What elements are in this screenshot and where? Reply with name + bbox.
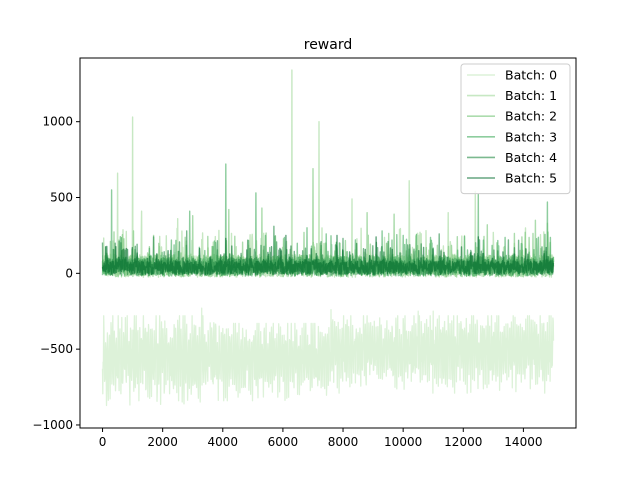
chart-title: reward [304,37,353,53]
x-tick-label: 10000 [384,435,422,449]
x-axis: 0 2000 4000 6000 8000 10000 12000 14000 [99,428,542,449]
legend-label-batch-4: Batch: 4 [505,150,557,165]
y-tick-label: 500 [50,191,73,205]
x-tick-label: 6000 [268,435,299,449]
legend-label-batch-1: Batch: 1 [505,88,557,103]
legend: Batch: 0 Batch: 1 Batch: 2 Batch: 3 Batch: 4… [460,63,571,195]
x-tick-label: 2000 [147,435,178,449]
y-tick-label: −1000 [32,418,73,432]
y-tick-label: 1000 [42,115,73,129]
legend-label-batch-3: Batch: 3 [505,129,557,144]
legend-label-batch-0: Batch: 0 [505,68,557,83]
series-line-batch-5 [101,234,555,275]
x-tick-label: 4000 [208,435,239,449]
y-axis: −1000 −500 0 500 1000 [32,115,80,432]
plot-frame [79,57,577,429]
x-tick-label: 0 [99,435,107,449]
legend-box [460,63,571,195]
series-line-batch-0 [101,307,555,407]
x-tick-label: 12000 [444,435,482,449]
y-tick-label: −500 [40,342,73,356]
x-tick-label: 8000 [328,435,359,449]
y-tick-label: 0 [65,266,73,280]
plot-lines [101,69,555,407]
x-tick-label: 14000 [504,435,542,449]
legend-label-batch-2: Batch: 2 [505,109,557,124]
legend-label-batch-5: Batch: 5 [505,171,557,186]
